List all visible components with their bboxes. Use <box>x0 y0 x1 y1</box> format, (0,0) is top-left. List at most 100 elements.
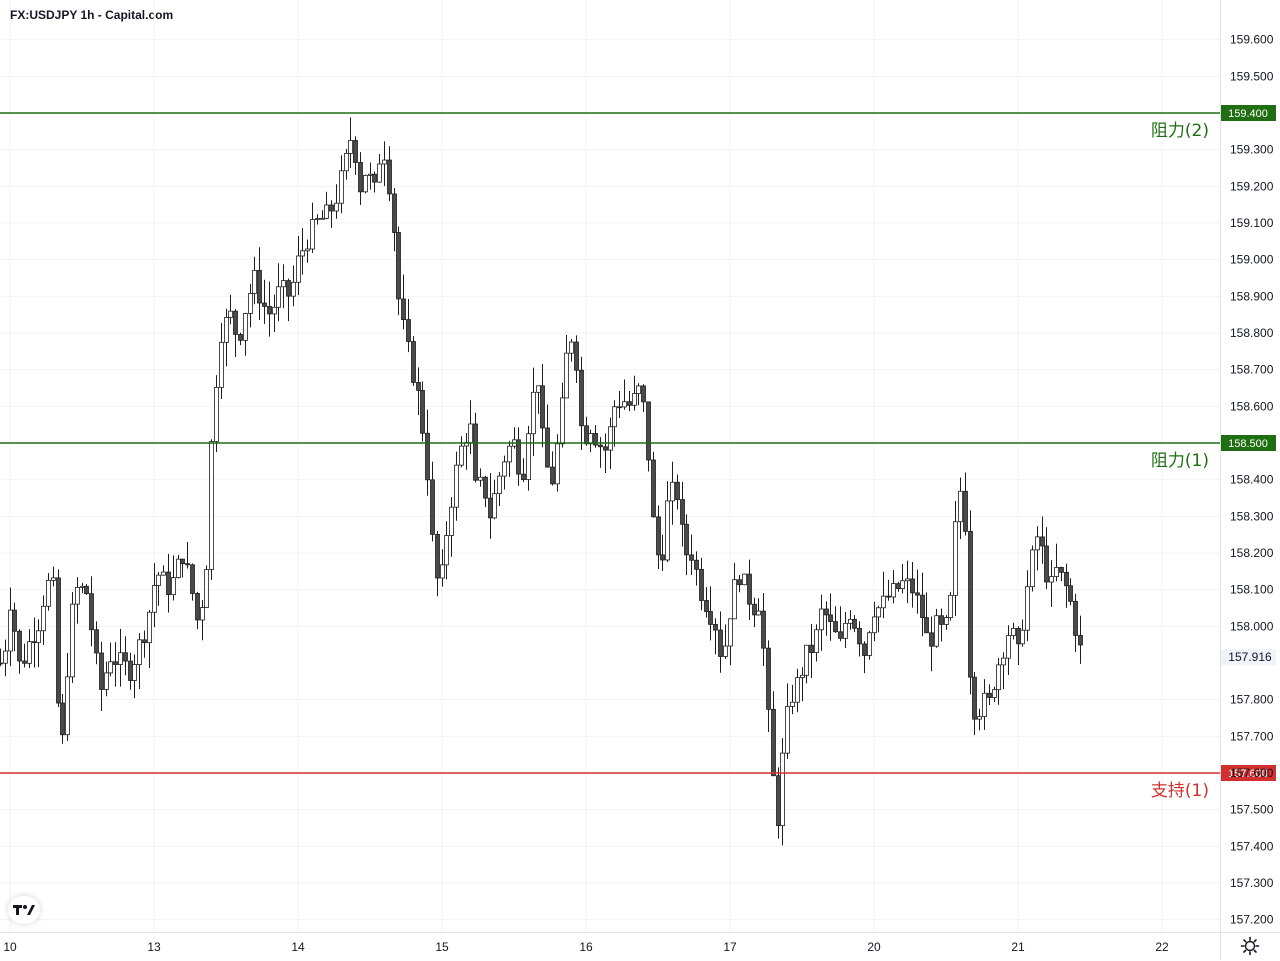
level-label: 阻力(1) <box>1151 451 1209 471</box>
x-tick-label: 21 <box>1011 940 1025 954</box>
candle-body <box>939 615 944 625</box>
candle-body <box>828 614 833 622</box>
candle-body <box>516 439 521 475</box>
x-tick-label: 20 <box>867 940 881 954</box>
candle-body <box>137 639 142 665</box>
candle-body <box>752 603 757 616</box>
candle-body <box>857 627 862 645</box>
candle-body <box>1040 536 1045 547</box>
candle-body <box>526 433 531 480</box>
candle-body <box>1006 635 1011 659</box>
candle-body <box>84 585 89 595</box>
candle-body <box>406 319 411 342</box>
candle-body <box>12 609 17 632</box>
tradingview-logo-icon[interactable] <box>8 896 40 924</box>
candle-body <box>872 616 877 634</box>
x-tick-label: 16 <box>579 940 593 954</box>
settings-gear-icon[interactable] <box>1240 936 1260 956</box>
candle-body <box>363 174 368 193</box>
candle-body <box>1049 576 1054 583</box>
y-tick-label: 158.800 <box>1230 326 1274 340</box>
candle-body <box>444 535 449 566</box>
candle-body <box>94 629 99 654</box>
candle-body <box>300 250 305 257</box>
candle-body <box>339 170 344 204</box>
y-tick-label: 157.700 <box>1230 729 1274 743</box>
candle-body <box>651 459 656 518</box>
candle-body <box>848 618 853 624</box>
candle-body <box>60 702 65 736</box>
candle-body <box>214 387 219 442</box>
candle-body <box>315 218 320 220</box>
candle-body <box>920 594 925 619</box>
candle-body <box>252 269 257 294</box>
candle-body <box>1016 627 1021 645</box>
candle-body <box>75 587 80 605</box>
candle-body <box>56 577 61 704</box>
candle-body <box>132 664 137 681</box>
candle-body <box>348 140 353 154</box>
x-tick-label: 14 <box>291 940 305 954</box>
candle-body <box>219 341 224 388</box>
candle-body <box>200 607 205 621</box>
x-tick-label: 17 <box>723 940 737 954</box>
candle-body <box>492 493 497 519</box>
candle-body <box>824 608 829 616</box>
candle-body <box>147 611 152 644</box>
candle-body <box>152 585 157 613</box>
candle-body <box>1078 635 1083 646</box>
candle-body <box>502 461 507 477</box>
candle-body <box>632 393 637 406</box>
candle-body <box>382 159 387 165</box>
candle-body <box>123 652 128 662</box>
candle-body <box>344 152 349 172</box>
chart-title: FX:USDJPY 1h - Capital.com <box>10 8 174 22</box>
candle-body <box>36 630 41 643</box>
candle-body <box>670 481 675 502</box>
candle-body <box>89 593 94 631</box>
y-tick-label: 159.100 <box>1230 216 1274 230</box>
candle-body <box>1054 567 1059 577</box>
y-tick-label: 157.600 <box>1230 766 1274 780</box>
candle-body <box>924 617 929 634</box>
candles <box>0 117 1083 846</box>
candle-body <box>766 647 771 710</box>
candle-body <box>1073 600 1078 636</box>
candle-body <box>910 578 915 594</box>
candle-body <box>1035 536 1040 551</box>
candle-body <box>204 569 209 608</box>
candle-body <box>377 163 382 183</box>
candle-body <box>3 650 8 664</box>
candle-body <box>1025 586 1030 631</box>
candle-body <box>176 558 181 578</box>
y-tick-label: 159.500 <box>1230 69 1274 83</box>
level-price-badge-text: 157.600 <box>1228 768 1268 780</box>
grid-lines <box>0 0 1220 932</box>
candle-body <box>305 248 310 252</box>
candle-body <box>694 559 699 570</box>
y-tick-label: 157.300 <box>1230 876 1274 890</box>
candle-body <box>185 563 190 566</box>
candle-body <box>368 173 373 176</box>
candle-body <box>478 476 483 481</box>
candle-body <box>723 645 728 657</box>
candle-body <box>272 306 277 315</box>
candle-body <box>1001 657 1006 666</box>
candle-body <box>420 390 425 434</box>
candle-body <box>430 479 435 535</box>
candle-body <box>704 600 709 612</box>
candle-body <box>320 217 325 220</box>
candle-body <box>468 423 473 444</box>
candle-body <box>243 313 248 341</box>
candle-body <box>992 689 997 698</box>
candle-body <box>617 406 622 409</box>
candle-body <box>372 173 377 183</box>
candle-body <box>156 574 161 586</box>
candle-body <box>627 401 632 406</box>
candle-body <box>747 573 752 605</box>
candle-body <box>800 674 805 678</box>
level-price-badge-text: 158.500 <box>1228 438 1268 450</box>
candle-body <box>891 583 896 598</box>
candle-body <box>65 676 70 736</box>
